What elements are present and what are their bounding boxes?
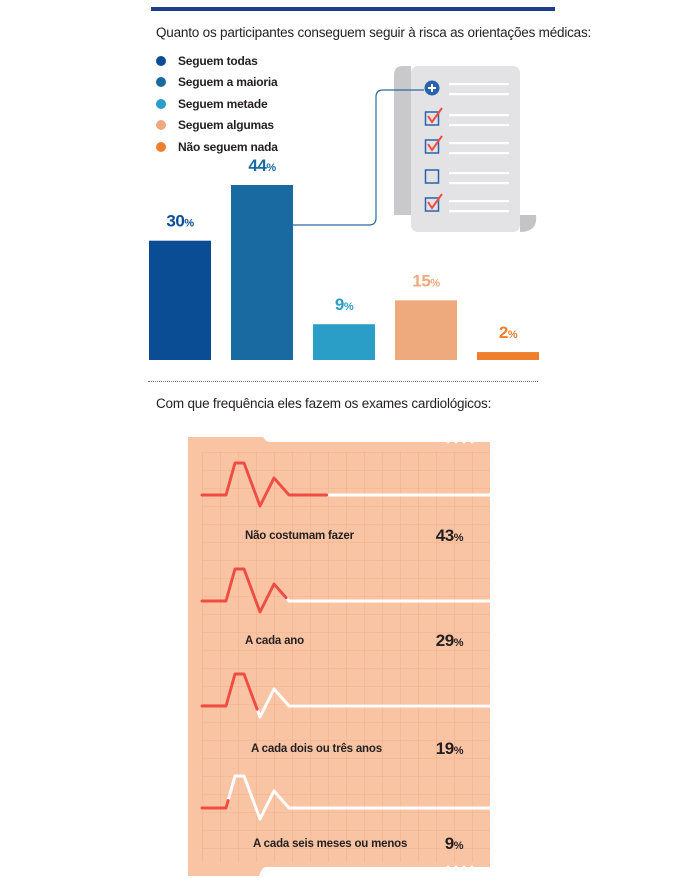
legend-dot (156, 55, 166, 66)
bar (395, 300, 457, 360)
bar (313, 324, 375, 360)
legend-dot (156, 98, 166, 109)
legend: Seguem todas Seguem a maioria Seguem met… (156, 50, 278, 158)
top-rule (151, 7, 555, 11)
bar-value-label: 2% (499, 323, 518, 342)
plus-circle-icon (424, 80, 440, 96)
section-divider (148, 381, 538, 382)
category-label: A cada ano (245, 635, 304, 647)
category-label: Não costumam fazer (245, 530, 355, 542)
ecg-value-trace (200, 672, 259, 711)
ecg-row: A cada seis meses ou menos 9% (200, 774, 492, 853)
checkbox-checked-icon (424, 135, 443, 154)
value-label: 43% (436, 526, 464, 545)
connector-line (293, 89, 424, 226)
bar-value-label: 9% (335, 295, 354, 314)
category-label: A cada seis meses ou menos (253, 838, 407, 850)
ecg-paper (188, 437, 490, 876)
legend-label: Seguem todas (178, 53, 258, 68)
ecg-row: A cada ano 29% (200, 567, 492, 650)
paper-dots-bottom (446, 865, 474, 869)
checkbox-empty-icon (424, 169, 440, 184)
value-label: 9% (445, 834, 464, 853)
paper-dots-top (446, 440, 474, 444)
checkbox-checked-icon (424, 107, 443, 126)
ecg-value-trace (200, 799, 230, 810)
legend-label: Seguem metade (178, 96, 268, 111)
chart2-title: Com que frequência eles fazem os exames … (156, 396, 492, 411)
ecg-value-trace (200, 567, 288, 614)
category-label: A cada dois ou três anos (251, 743, 382, 755)
legend-item: Seguem a maioria (156, 72, 278, 94)
legend-item: Seguem algumas (156, 115, 278, 137)
adherence-bar-chart: 30% 44% 9% 15% 2% (149, 66, 539, 360)
legend-label: Seguem a maioria (178, 75, 278, 90)
bar (231, 185, 293, 360)
bar (477, 352, 539, 360)
checklist-document-icon (394, 66, 537, 232)
chart1-title: Quanto os participantes conseguem seguir… (156, 25, 592, 40)
legend-item: Não seguem nada (156, 136, 278, 158)
legend-label: Não seguem nada (178, 139, 278, 154)
legend-dot (156, 77, 166, 88)
legend-dot (156, 120, 166, 131)
value-label: 19% (436, 739, 464, 758)
legend-dot (156, 141, 166, 152)
value-label: 29% (436, 631, 464, 650)
bar-value-label: 15% (412, 271, 440, 290)
ecg-value-trace (200, 461, 329, 508)
legend-item: Seguem metade (156, 93, 278, 115)
legend-item: Seguem todas (156, 50, 278, 72)
ecg-row: Não costumam fazer 43% (200, 461, 492, 545)
legend-label: Seguem algumas (178, 118, 274, 133)
checkbox-checked-icon (424, 193, 443, 212)
bar-value-label: 44% (248, 156, 276, 175)
bar-value-label: 30% (166, 212, 194, 231)
bar (149, 240, 211, 360)
ecg-row: A cada dois ou três anos 19% (200, 672, 492, 758)
